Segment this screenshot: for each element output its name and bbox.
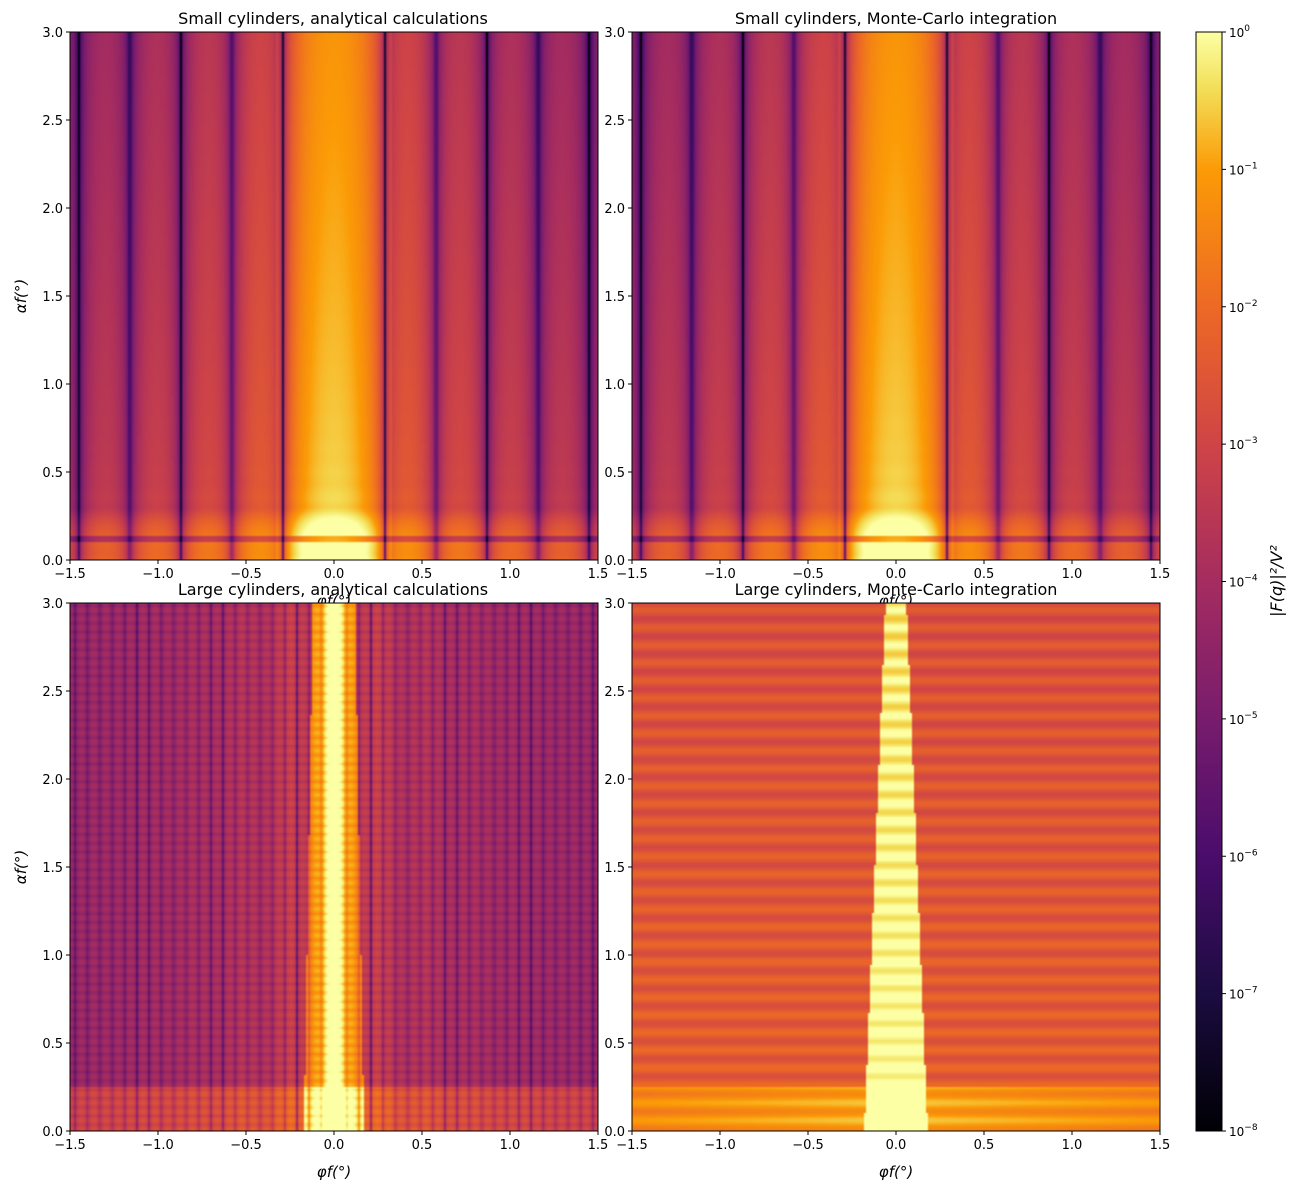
panel-title: Large cylinders, analytical calculations	[178, 580, 488, 599]
y-tick-label: 1.5	[604, 290, 625, 305]
y-tick-label: 1.0	[42, 949, 63, 964]
x-tick-label: 1.0	[1062, 567, 1083, 582]
x-tick-label: 0.0	[886, 567, 907, 582]
panel-title: Large cylinders, Monte-Carlo integration	[735, 580, 1058, 599]
x-tick-label: −1.5	[54, 567, 86, 582]
colorbar-tick-label: 10−1	[1229, 161, 1258, 177]
y-axis-label: αf(°)	[12, 850, 30, 884]
y-tick-label: 0.0	[604, 554, 625, 569]
x-tick-label: 1.5	[1150, 1138, 1171, 1153]
y-tick-label: 0.0	[42, 554, 63, 569]
panel-large-montecarlo: Large cylinders, Monte-Carlo integration…	[604, 580, 1170, 1181]
y-tick-label: 1.5	[604, 861, 625, 876]
x-tick-label: −0.5	[792, 1138, 824, 1153]
y-tick-label: 2.0	[604, 202, 625, 217]
colorbar-tick-label: 10−5	[1229, 711, 1258, 727]
colorbar-label: |F(q)|²/V²	[1267, 545, 1286, 617]
panel-small-montecarlo: Small cylinders, Monte-Carlo integration…	[604, 9, 1170, 610]
x-tick-label: −1.0	[142, 567, 174, 582]
x-tick-label: −1.0	[142, 1138, 174, 1153]
x-ticks: −1.5 −1.0 −0.5 0.0 0.5 1.0 1.5	[54, 560, 608, 582]
x-tick-label: −1.5	[616, 1138, 648, 1153]
y-tick-label: 0.5	[604, 466, 625, 481]
x-tick-label: 1.0	[500, 567, 521, 582]
colorbar-tick-label: 100	[1229, 24, 1250, 40]
x-tick-label: 0.5	[974, 567, 995, 582]
y-tick-label: 1.5	[42, 290, 63, 305]
panel-title: Small cylinders, analytical calculations	[178, 9, 488, 28]
x-tick-label: 0.0	[324, 1138, 345, 1153]
x-axis-label: φf(°)	[317, 1163, 351, 1181]
y-axis-label: αf(°)	[12, 279, 30, 313]
colorbar-tick-label: 10−6	[1229, 848, 1258, 864]
x-tick-label: 1.5	[1150, 567, 1171, 582]
x-tick-label: 0.5	[974, 1138, 995, 1153]
x-tick-label: −1.5	[54, 1138, 86, 1153]
y-tick-label: 1.0	[42, 378, 63, 393]
y-tick-label: 0.0	[604, 1125, 625, 1140]
y-tick-label: 3.0	[42, 26, 63, 41]
x-tick-label: −0.5	[792, 567, 824, 582]
colorbar-tick-label: 10−4	[1229, 574, 1258, 590]
panel-title: Small cylinders, Monte-Carlo integration	[735, 9, 1057, 28]
y-tick-label: 2.5	[42, 685, 63, 700]
x-ticks: −1.5 −1.0 −0.5 0.0 0.5 1.0 1.5	[54, 1131, 608, 1153]
y-ticks: 0.0 0.5 1.0 1.5 2.0 2.5 3.0	[42, 597, 70, 1140]
x-ticks: −1.5 −1.0 −0.5 0.0 0.5 1.0 1.5	[616, 560, 1170, 582]
x-tick-label: −1.0	[704, 1138, 736, 1153]
y-tick-label: 0.0	[42, 1125, 63, 1140]
x-tick-label: 1.0	[1062, 1138, 1083, 1153]
y-tick-label: 2.5	[42, 114, 63, 129]
x-tick-label: 1.0	[500, 1138, 521, 1153]
x-axis-label: φf(°)	[879, 1163, 913, 1181]
x-tick-label: 1.5	[588, 1138, 609, 1153]
y-tick-label: 0.5	[604, 1037, 625, 1052]
x-tick-label: −1.0	[704, 567, 736, 582]
y-tick-label: 0.5	[42, 466, 63, 481]
x-ticks: −1.5 −1.0 −0.5 0.0 0.5 1.0 1.5	[616, 1131, 1170, 1153]
x-tick-label: 0.0	[324, 567, 345, 582]
x-tick-label: 0.0	[886, 1138, 907, 1153]
y-ticks: 0.0 0.5 1.0 1.5 2.0 2.5 3.0	[604, 597, 632, 1140]
y-tick-label: 2.5	[604, 114, 625, 129]
y-tick-label: 0.5	[42, 1037, 63, 1052]
y-ticks: 0.0 0.5 1.0 1.5 2.0 2.5 3.0	[42, 26, 70, 569]
heatmap-image	[70, 32, 598, 560]
y-tick-label: 3.0	[604, 26, 625, 41]
colorbar: 100 10−1 10−2 10−3 10−4 10−5 10−6 10−7 10−8 |F(q…	[1195, 24, 1286, 1139]
x-tick-label: 0.5	[412, 567, 433, 582]
x-tick-label: 0.5	[412, 1138, 433, 1153]
x-tick-label: 1.5	[588, 567, 609, 582]
colorbar-ticks: 100 10−1 10−2 10−3 10−4 10−5 10−6 10−7 10−8	[1222, 24, 1258, 1139]
heatmap-image	[632, 603, 1160, 1131]
colorbar-tick-label: 10−3	[1229, 436, 1258, 452]
y-tick-label: 3.0	[604, 597, 625, 612]
x-tick-label: −0.5	[230, 567, 262, 582]
x-tick-label: −1.5	[616, 567, 648, 582]
y-tick-label: 2.0	[42, 202, 63, 217]
y-tick-label: 2.0	[42, 773, 63, 788]
panel-large-analytical: Large cylinders, analytical calculations…	[12, 580, 608, 1181]
panel-small-analytical: Small cylinders, analytical calculations…	[12, 9, 608, 610]
y-tick-label: 1.0	[604, 378, 625, 393]
y-ticks: 0.0 0.5 1.0 1.5 2.0 2.5 3.0	[604, 26, 632, 569]
heatmap-image	[70, 603, 598, 1131]
y-tick-label: 2.5	[604, 685, 625, 700]
y-tick-label: 1.5	[42, 861, 63, 876]
y-tick-label: 1.0	[604, 949, 625, 964]
x-tick-label: −0.5	[230, 1138, 262, 1153]
colorbar-tick-label: 10−2	[1229, 299, 1258, 315]
y-tick-label: 2.0	[604, 773, 625, 788]
y-tick-label: 3.0	[42, 597, 63, 612]
colorbar-tick-label: 10−7	[1229, 986, 1258, 1002]
heatmap-image	[632, 32, 1160, 560]
colorbar-tick-label: 10−8	[1229, 1123, 1258, 1139]
colorbar-gradient	[1195, 31, 1223, 1132]
